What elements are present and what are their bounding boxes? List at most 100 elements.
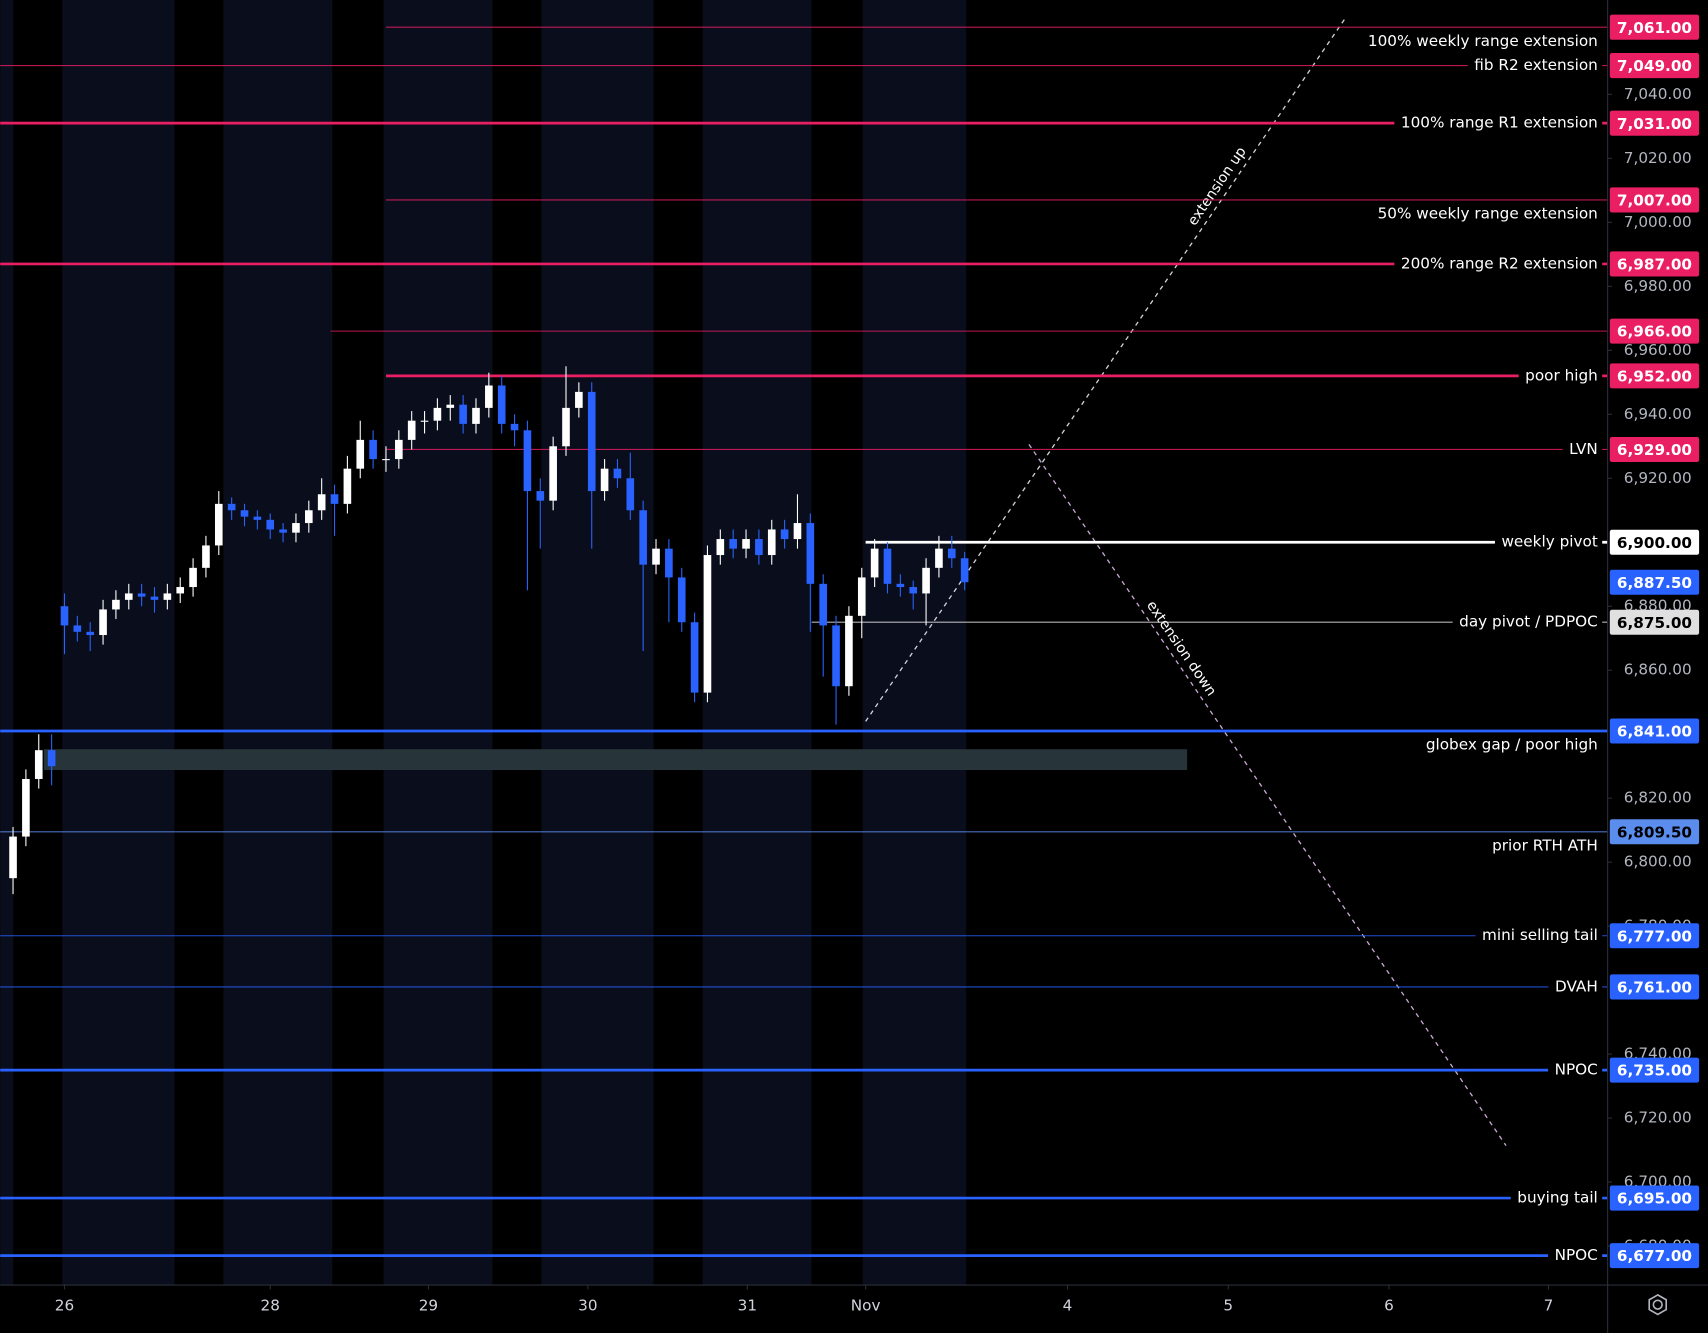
level-label-bg bbox=[1467, 54, 1603, 76]
level-label: buying tail bbox=[1517, 1189, 1598, 1207]
price-box-label: 7,031.00 bbox=[1617, 115, 1692, 133]
x-tick-label: 7 bbox=[1544, 1296, 1554, 1314]
candle-body bbox=[86, 631, 95, 636]
x-tick-label: 30 bbox=[578, 1296, 597, 1314]
price-box bbox=[1609, 609, 1700, 635]
price-box-label: 6,875.00 bbox=[1617, 614, 1692, 632]
settings-icon[interactable] bbox=[1648, 1293, 1668, 1316]
y-tick-label: 6,920.00 bbox=[1624, 469, 1692, 487]
level-label: weekly pivot bbox=[1501, 533, 1597, 551]
price-box bbox=[1609, 110, 1700, 136]
x-tick-label: 6 bbox=[1384, 1296, 1394, 1314]
candle-body bbox=[266, 519, 275, 530]
level-label: fib R2 extension bbox=[1474, 56, 1598, 74]
price-box bbox=[1609, 53, 1700, 79]
settings-icon-inner[interactable] bbox=[1652, 1299, 1663, 1310]
price-box bbox=[1609, 318, 1700, 344]
candle-body bbox=[613, 468, 622, 479]
settings-icon-outer[interactable] bbox=[1648, 1293, 1668, 1316]
price-box bbox=[1609, 569, 1700, 595]
level-label-bg bbox=[1548, 976, 1603, 997]
y-tick-label: 6,800.00 bbox=[1624, 853, 1692, 871]
level-label: 100% range R1 extension bbox=[1401, 114, 1598, 132]
level-label: 50% weekly range extension bbox=[1378, 205, 1598, 223]
candle-body bbox=[935, 548, 943, 568]
price-box-label: 6,777.00 bbox=[1617, 927, 1692, 945]
y-tick-label: 6,720.00 bbox=[1624, 1109, 1692, 1127]
candle-body bbox=[279, 529, 287, 533]
level-label: LVN bbox=[1569, 440, 1598, 458]
price-box bbox=[1609, 187, 1700, 213]
candle-body bbox=[793, 523, 802, 540]
candle-body bbox=[922, 567, 930, 594]
candle-body bbox=[369, 439, 377, 460]
session-band bbox=[702, 0, 812, 1286]
candle-body bbox=[716, 539, 725, 556]
session-band bbox=[0, 0, 14, 1286]
candle-body bbox=[870, 548, 879, 578]
candle-body bbox=[909, 587, 918, 594]
candle-body bbox=[124, 593, 133, 600]
candle-body bbox=[562, 407, 570, 447]
candle-body bbox=[163, 593, 172, 600]
candle-body bbox=[819, 583, 828, 626]
candle-body bbox=[60, 606, 69, 626]
candle-body bbox=[227, 503, 236, 511]
price-box-label: 6,887.50 bbox=[1617, 574, 1692, 592]
candle-body bbox=[690, 622, 699, 693]
price-box-label: 7,061.00 bbox=[1617, 19, 1692, 37]
price-boxes: 7,061.00 7,049.00 7,031.00 7,007.00 6,987.00… bbox=[1609, 14, 1700, 1269]
level-label-bg bbox=[1371, 203, 1603, 224]
level-label-bg bbox=[1361, 30, 1603, 51]
candle-body bbox=[305, 510, 313, 524]
candle-body bbox=[652, 548, 660, 565]
candle-body bbox=[343, 468, 352, 504]
price-box-label: 6,841.00 bbox=[1617, 723, 1692, 741]
candle-body bbox=[767, 529, 776, 556]
level-label: DVAH bbox=[1555, 977, 1598, 995]
session-band bbox=[383, 0, 493, 1286]
price-box bbox=[1609, 819, 1700, 845]
candle-body bbox=[729, 539, 737, 549]
candle-body bbox=[600, 468, 609, 492]
candle-body bbox=[292, 523, 300, 533]
candle-body bbox=[176, 587, 185, 594]
price-box-label: 6,735.00 bbox=[1617, 1062, 1692, 1080]
level-label-bg bbox=[1394, 253, 1603, 274]
level-label: day pivot / PDPOC bbox=[1459, 613, 1598, 631]
candle-body bbox=[960, 558, 969, 583]
price-box bbox=[1609, 363, 1700, 389]
level-label-bg bbox=[1494, 531, 1603, 552]
candle-body bbox=[22, 778, 30, 837]
zone bbox=[43, 749, 1188, 771]
level-label-bg bbox=[1485, 835, 1603, 856]
level-label: poor high bbox=[1525, 366, 1598, 384]
candle-body bbox=[407, 420, 416, 440]
candle-body bbox=[446, 404, 455, 408]
price-box-label: 7,007.00 bbox=[1617, 192, 1692, 210]
y-tick-label: 6,820.00 bbox=[1624, 789, 1692, 807]
price-box-label: 6,987.00 bbox=[1617, 256, 1692, 274]
y-tick-label: 7,000.00 bbox=[1624, 213, 1692, 231]
price-box-label: 6,929.00 bbox=[1617, 441, 1692, 459]
candle-body bbox=[330, 494, 339, 504]
price-box bbox=[1609, 251, 1700, 277]
candle-body bbox=[240, 510, 249, 517]
candle-body bbox=[677, 577, 686, 623]
candle-body bbox=[34, 750, 43, 779]
level-label-bg bbox=[1548, 1059, 1603, 1080]
price-box-label: 6,900.00 bbox=[1617, 534, 1692, 552]
candle-body bbox=[549, 446, 557, 501]
candle-body bbox=[742, 539, 750, 549]
candle-body bbox=[9, 836, 17, 879]
price-box bbox=[1609, 1185, 1700, 1211]
level-label-bg bbox=[1518, 365, 1603, 386]
price-box-label: 6,695.00 bbox=[1617, 1190, 1692, 1208]
zones bbox=[43, 749, 1188, 771]
candle-body bbox=[883, 548, 892, 584]
candle-body bbox=[47, 750, 56, 767]
level-label-bg bbox=[1394, 112, 1603, 133]
candle-body bbox=[356, 439, 365, 469]
